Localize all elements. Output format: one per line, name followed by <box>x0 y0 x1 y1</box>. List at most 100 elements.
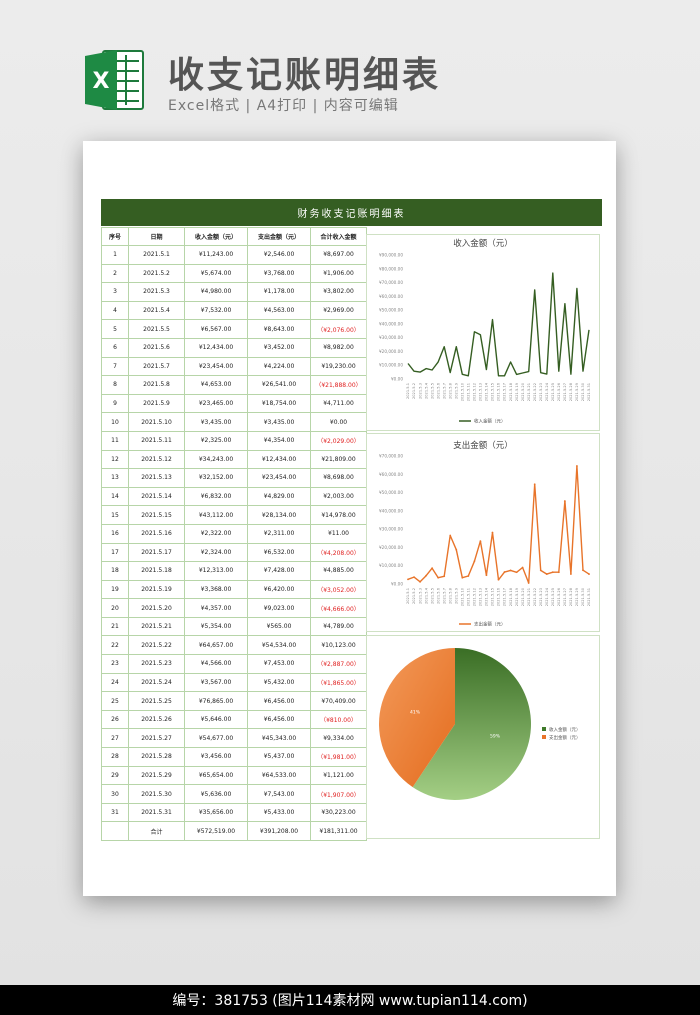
cell-no[interactable]: 22 <box>101 635 129 656</box>
cell-date[interactable]: 2021.5.17 <box>128 542 185 563</box>
cell-total[interactable]: （¥21,888.00） <box>310 375 367 395</box>
cell-income[interactable]: ¥23,454.00 <box>184 356 248 377</box>
cell-total[interactable]: （¥2,076.00） <box>310 319 367 339</box>
cell-expense[interactable]: ¥23,454.00 <box>247 468 311 488</box>
cell-total[interactable]: ¥9,334.00 <box>310 728 367 749</box>
cell-no[interactable]: 30 <box>101 784 129 804</box>
cell-no[interactable]: 16 <box>101 523 129 544</box>
cell-no[interactable]: 7 <box>101 356 129 377</box>
cell-no[interactable]: 14 <box>101 486 129 507</box>
cell-expense[interactable]: ¥4,224.00 <box>247 356 311 377</box>
cell-date[interactable]: 2021.5.14 <box>128 486 185 507</box>
cell-total[interactable]: ¥21,809.00 <box>310 449 367 470</box>
cell-total[interactable]: （¥1,865.00） <box>310 672 367 693</box>
cell-total[interactable]: ¥0.00 <box>310 412 367 432</box>
cell-expense[interactable]: ¥6,420.00 <box>247 579 311 600</box>
cell-income[interactable]: ¥4,566.00 <box>184 654 248 674</box>
cell-income[interactable]: ¥76,865.00 <box>184 691 248 711</box>
cell-no[interactable]: 12 <box>101 449 129 470</box>
cell-income[interactable]: ¥2,325.00 <box>184 430 248 451</box>
cell-expense[interactable]: ¥7,428.00 <box>247 561 311 581</box>
cell-no[interactable]: 29 <box>101 765 129 786</box>
cell-total[interactable]: ¥4,711.00 <box>310 393 367 414</box>
cell-income[interactable]: ¥32,152.00 <box>184 468 248 488</box>
cell-expense[interactable]: ¥3,435.00 <box>247 412 311 432</box>
cell-total[interactable]: （¥4,208.00） <box>310 542 367 563</box>
cell-date[interactable]: 2021.5.20 <box>128 598 185 618</box>
cell-expense[interactable]: ¥64,533.00 <box>247 765 311 786</box>
cell-no[interactable]: 27 <box>101 728 129 749</box>
cell-expense[interactable]: ¥2,311.00 <box>247 523 311 544</box>
cell-expense[interactable]: ¥18,754.00 <box>247 393 311 414</box>
cell-income[interactable]: ¥11,243.00 <box>184 245 248 265</box>
cell-income[interactable]: ¥4,653.00 <box>184 375 248 395</box>
cell-total[interactable]: ¥2,003.00 <box>310 486 367 507</box>
cell-income[interactable]: ¥43,112.00 <box>184 505 248 525</box>
cell-date[interactable]: 2021.5.22 <box>128 635 185 656</box>
cell-date[interactable]: 2021.5.7 <box>128 356 185 377</box>
cell-total[interactable]: ¥10,123.00 <box>310 635 367 656</box>
cell-no[interactable]: 25 <box>101 691 129 711</box>
cell-total[interactable]: （¥4,666.00） <box>310 598 367 618</box>
cell-total[interactable]: ¥4,885.00 <box>310 561 367 581</box>
cell-expense[interactable]: ¥45,343.00 <box>247 728 311 749</box>
cell-expense[interactable]: ¥3,452.00 <box>247 337 311 358</box>
cell-total[interactable]: （¥1,981.00） <box>310 747 367 767</box>
cell-expense[interactable]: ¥5,433.00 <box>247 802 311 823</box>
cell-no[interactable]: 15 <box>101 505 129 525</box>
cell-date[interactable]: 2021.5.19 <box>128 579 185 600</box>
cell-no[interactable]: 19 <box>101 579 129 600</box>
cell-total-expense[interactable]: ¥391,208.00 <box>247 821 311 841</box>
cell-income[interactable]: ¥3,456.00 <box>184 747 248 767</box>
cell-income[interactable]: ¥2,324.00 <box>184 542 248 563</box>
cell-no[interactable]: 28 <box>101 747 129 767</box>
cell-no[interactable]: 20 <box>101 598 129 618</box>
cell-income[interactable]: ¥2,322.00 <box>184 523 248 544</box>
cell-expense[interactable]: ¥4,354.00 <box>247 430 311 451</box>
cell-no[interactable]: 3 <box>101 282 129 302</box>
cell-date[interactable]: 2021.5.11 <box>128 430 185 451</box>
cell-expense[interactable]: ¥1,178.00 <box>247 282 311 302</box>
cell-date[interactable]: 2021.5.5 <box>128 319 185 339</box>
cell-expense[interactable]: ¥5,432.00 <box>247 672 311 693</box>
cell-date[interactable]: 2021.5.1 <box>128 245 185 265</box>
cell-income[interactable]: ¥34,243.00 <box>184 449 248 470</box>
cell-no[interactable]: 31 <box>101 802 129 823</box>
cell-expense[interactable]: ¥26,541.00 <box>247 375 311 395</box>
cell-income[interactable]: ¥7,532.00 <box>184 300 248 321</box>
cell-date[interactable]: 2021.5.13 <box>128 468 185 488</box>
cell-expense[interactable]: ¥4,829.00 <box>247 486 311 507</box>
cell-no[interactable]: 5 <box>101 319 129 339</box>
cell-date[interactable]: 2021.5.21 <box>128 616 185 637</box>
cell-date[interactable]: 2021.5.29 <box>128 765 185 786</box>
cell-total[interactable]: （¥810.00） <box>310 709 367 730</box>
cell-total[interactable]: （¥1,907.00） <box>310 784 367 804</box>
cell-no[interactable]: 9 <box>101 393 129 414</box>
cell-total[interactable]: ¥8,698.00 <box>310 468 367 488</box>
cell-date[interactable]: 2021.5.10 <box>128 412 185 432</box>
cell-expense[interactable]: ¥6,532.00 <box>247 542 311 563</box>
cell-total-label[interactable]: 合计 <box>128 821 185 841</box>
cell-date[interactable]: 2021.5.23 <box>128 654 185 674</box>
cell-no[interactable]: 17 <box>101 542 129 563</box>
cell-income[interactable]: ¥54,677.00 <box>184 728 248 749</box>
cell-expense[interactable]: ¥8,643.00 <box>247 319 311 339</box>
cell-expense[interactable]: ¥12,434.00 <box>247 449 311 470</box>
cell-date[interactable]: 2021.5.16 <box>128 523 185 544</box>
cell-expense[interactable]: ¥28,134.00 <box>247 505 311 525</box>
cell-date[interactable]: 2021.5.9 <box>128 393 185 414</box>
cell-income[interactable]: ¥64,657.00 <box>184 635 248 656</box>
cell-total[interactable]: ¥8,982.00 <box>310 337 367 358</box>
cell-total[interactable]: ¥30,223.00 <box>310 802 367 823</box>
cell-no[interactable]: 4 <box>101 300 129 321</box>
cell-expense[interactable]: ¥7,453.00 <box>247 654 311 674</box>
cell-no[interactable]: 6 <box>101 337 129 358</box>
cell-income[interactable]: ¥5,636.00 <box>184 784 248 804</box>
cell-empty[interactable] <box>101 821 129 841</box>
cell-total[interactable]: ¥11.00 <box>310 523 367 544</box>
cell-expense[interactable]: ¥7,543.00 <box>247 784 311 804</box>
cell-expense[interactable]: ¥6,456.00 <box>247 691 311 711</box>
cell-income[interactable]: ¥3,368.00 <box>184 579 248 600</box>
cell-income[interactable]: ¥5,646.00 <box>184 709 248 730</box>
cell-income[interactable]: ¥12,434.00 <box>184 337 248 358</box>
